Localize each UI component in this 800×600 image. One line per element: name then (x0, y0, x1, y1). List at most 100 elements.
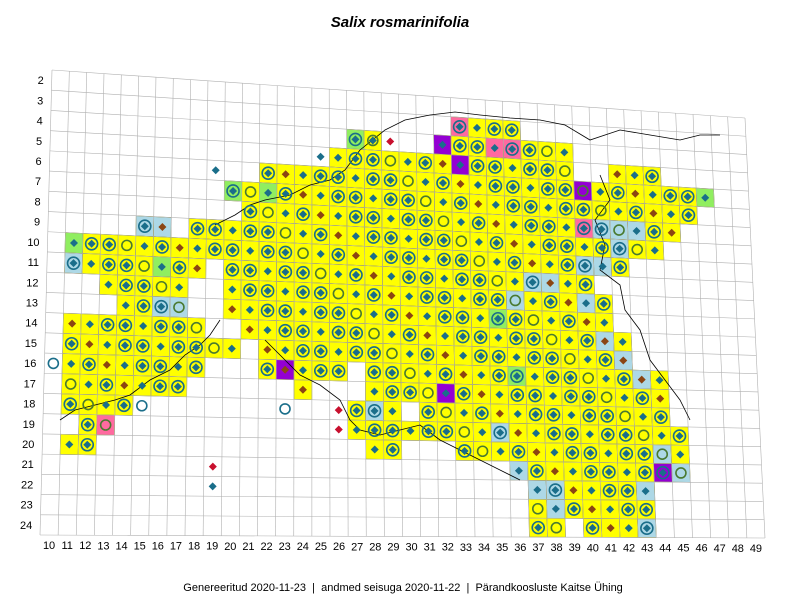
grid-lines (39, 69, 766, 539)
occurrence-circle-marker (297, 247, 309, 260)
occurrence-diamond-marker (544, 203, 553, 212)
occurrence-circle-marker (631, 243, 644, 256)
grid-line-vertical (275, 85, 278, 536)
occurrence-diamond-marker (460, 446, 469, 455)
occurrence-diamond-marker (580, 243, 589, 252)
occurrence-circle-marker (456, 386, 471, 401)
occurrence-diamond-marker (580, 261, 589, 270)
occurrence-diamond-marker (586, 449, 595, 458)
grid-cell (528, 498, 548, 519)
column-label: 31 (424, 542, 436, 554)
occurrence-diamond-marker (139, 282, 148, 291)
occurrence-diamond-marker (175, 263, 184, 272)
occurrence-diamond-marker (441, 370, 450, 379)
occurrence-circle-marker (656, 465, 670, 480)
grid-line-vertical (450, 97, 458, 537)
occurrence-diamond-marker (620, 393, 629, 402)
occurrence-diamond-marker (613, 170, 622, 179)
occurrence-diamond-marker (316, 288, 325, 297)
occurrence-circle-marker (453, 196, 468, 210)
grid-line-vertical (202, 80, 209, 536)
occurrence-diamond-marker (441, 351, 450, 360)
occurrence-diamond-marker (637, 375, 646, 384)
occurrence-circle-marker (296, 207, 310, 222)
occurrence-circle-marker (473, 292, 487, 306)
occurrence-diamond-marker (460, 408, 469, 417)
occurrence-circle-marker (296, 343, 310, 358)
occurrence-circle-marker (260, 303, 275, 318)
occurrence-diamond-marker (386, 214, 395, 223)
occurrence-circle-marker (456, 329, 470, 344)
occurrence-circle-marker (560, 239, 574, 254)
occurrence-diamond-marker (404, 196, 413, 205)
occurrence-diamond-marker (547, 316, 556, 325)
occurrence-circle-marker (366, 230, 381, 244)
row-label: 6 (36, 156, 42, 168)
grid-cell (311, 263, 330, 284)
occurrence-circle-marker (137, 279, 151, 293)
grid-cell (573, 180, 593, 201)
occurrence-circle-marker (419, 271, 434, 285)
occurrence-diamond-marker (529, 297, 538, 306)
occurrence-diamond-marker (640, 449, 649, 458)
grid-line-horizontal (50, 130, 748, 174)
grid-cell (609, 220, 629, 241)
occurrence-circle-marker (331, 325, 346, 340)
occurrence-circle-marker (600, 409, 615, 423)
occurrence-circle-marker (508, 312, 523, 327)
row-label: 4 (37, 116, 43, 128)
occurrence-circle-marker (600, 391, 613, 404)
occurrence-diamond-marker (440, 255, 449, 264)
occurrence-circle-marker (438, 310, 452, 324)
column-label: 37 (532, 542, 544, 554)
grid-line-vertical (623, 109, 639, 538)
occurrence-diamond-marker (683, 192, 692, 201)
occurrence-diamond-marker (405, 311, 414, 320)
occurrence-diamond-marker (334, 231, 343, 240)
occurrence-circle-marker (491, 311, 505, 326)
column-label: 15 (134, 540, 146, 552)
occurrence-diamond-marker (526, 202, 535, 211)
occurrence-diamond-marker (121, 301, 130, 310)
occurrence-diamond-marker (316, 191, 325, 200)
grid-line-vertical (484, 99, 494, 537)
occurrence-circle-marker (476, 445, 489, 458)
occurrence-diamond-marker (491, 200, 500, 209)
occurrence-diamond-marker (122, 261, 131, 270)
occurrence-circle-marker (528, 407, 543, 422)
grid-line-vertical (571, 105, 585, 538)
grid-cell (537, 141, 557, 162)
occurrence-diamond-marker (533, 485, 542, 494)
occurrence-circle-marker (602, 465, 616, 479)
occurrence-diamond-marker (585, 430, 594, 439)
occurrence-diamond-marker (439, 236, 448, 245)
occurrence-diamond-marker (474, 219, 483, 228)
occurrence-circle-marker (422, 387, 434, 399)
occurrence-circle-marker (153, 359, 168, 374)
grid-cell (134, 255, 154, 277)
occurrence-diamond-marker (619, 375, 628, 384)
occurrence-diamond-marker (604, 467, 613, 476)
occurrence-circle-marker (509, 294, 522, 307)
occurrence-diamond-marker (657, 431, 666, 440)
occurrence-circle-marker (367, 423, 382, 437)
occurrence-diamond-marker (579, 205, 588, 214)
occurrence-circle-marker (153, 379, 167, 394)
occurrence-diamond-marker (549, 429, 558, 438)
occurrence-circle-marker (138, 260, 150, 272)
grid-line-vertical (239, 83, 243, 536)
column-label: 41 (605, 542, 617, 554)
occurrence-circle-marker (576, 202, 591, 217)
occurrence-diamond-marker (588, 523, 597, 532)
occurrence-diamond-marker (562, 223, 571, 232)
occurrence-circle-marker (419, 232, 433, 247)
occurrence-circle-marker (594, 222, 609, 236)
occurrence-circle-marker (384, 155, 397, 167)
occurrence-diamond-marker (561, 185, 570, 194)
occurrence-circle-marker (564, 389, 578, 404)
occurrence-diamond-marker (334, 309, 343, 318)
occurrence-circle-marker (541, 145, 553, 158)
occurrence-diamond-marker (138, 381, 147, 390)
occurrence-diamond-marker (299, 171, 308, 180)
grid-line-vertical (536, 103, 548, 538)
